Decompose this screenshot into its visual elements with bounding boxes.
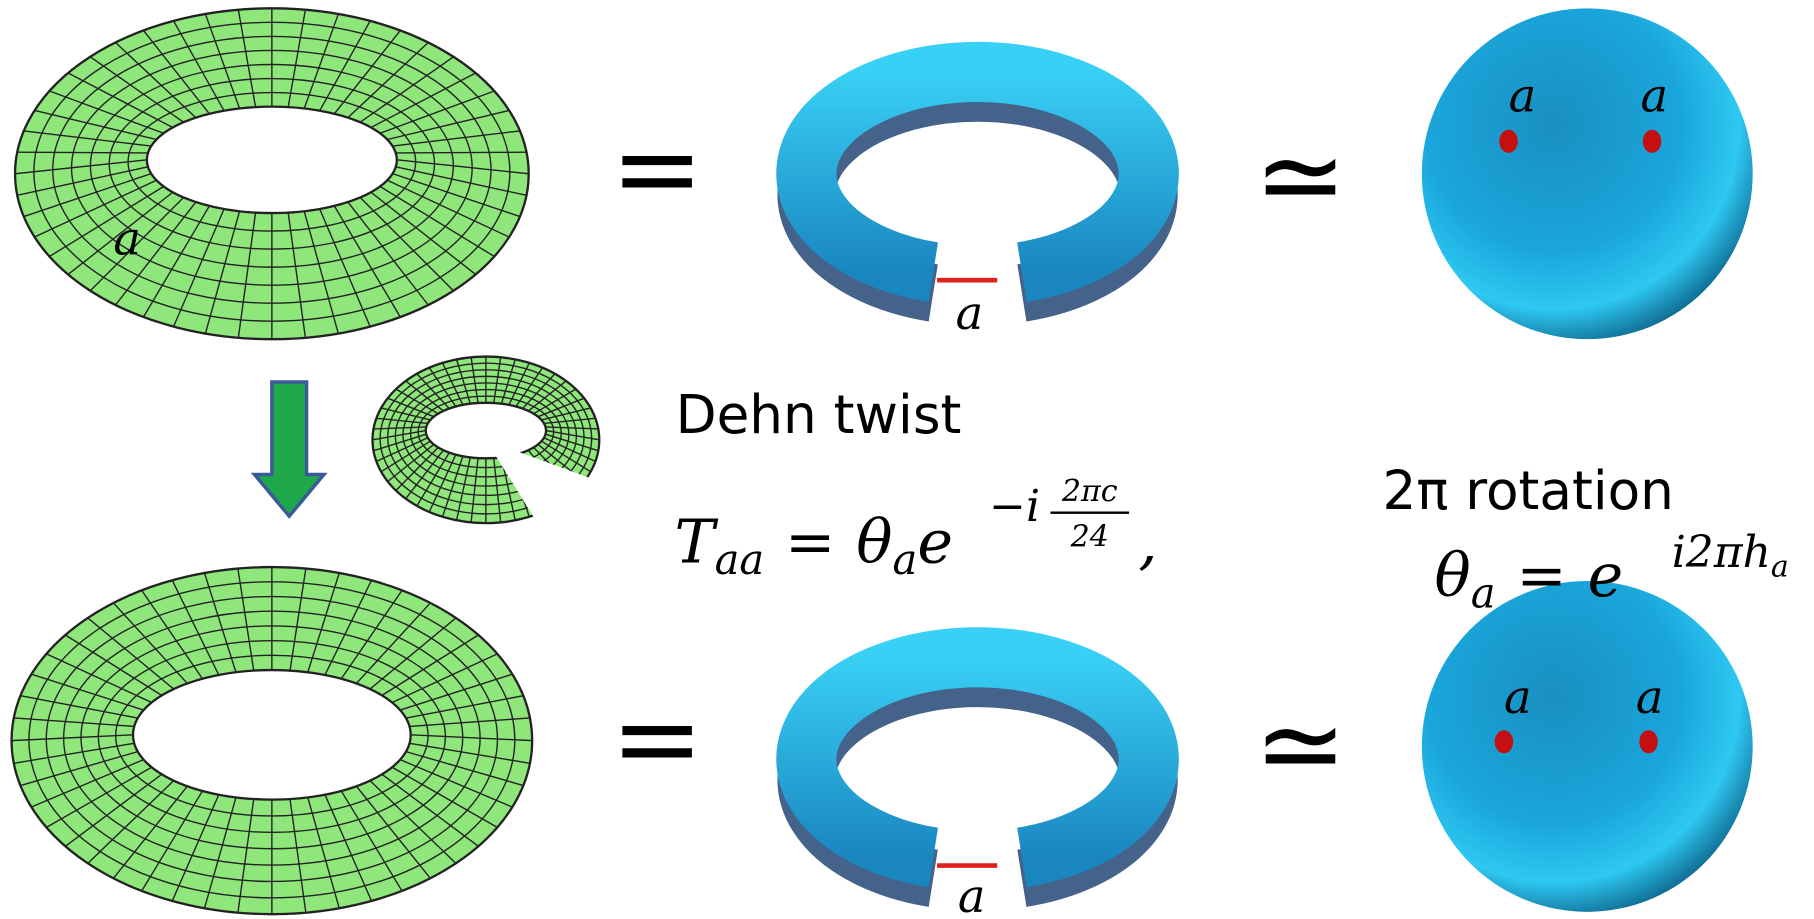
sphere — [1422, 8, 1753, 339]
similar: ≃ — [1254, 111, 1347, 240]
similar: ≃ — [1254, 680, 1347, 809]
exponent-base: i2πh — [1672, 527, 1771, 578]
torus-grid — [17, 152, 148, 153]
torus-grid — [396, 152, 527, 153]
puncture — [1643, 130, 1662, 153]
dehn-title: Dehn twist — [676, 384, 962, 446]
puncture — [1495, 730, 1514, 753]
exponent-subscript: a — [1771, 549, 1789, 584]
equals: = — [1516, 541, 1566, 611]
numerator: 2πc — [1061, 474, 1118, 509]
puncture — [1499, 130, 1518, 153]
exponent: i2πha — [1672, 527, 1789, 584]
subscript: a — [893, 535, 918, 584]
torus-hole — [147, 107, 397, 213]
base: e — [917, 507, 953, 577]
sphere-label: a — [1504, 670, 1532, 724]
ribbon-label: a — [956, 286, 984, 340]
theta: θ — [1435, 541, 1471, 611]
ribbon-top — [806, 657, 1148, 857]
exponent: −i — [989, 481, 1040, 532]
sphere — [1422, 581, 1753, 912]
denominator: 24 — [1070, 519, 1109, 554]
symbol: T — [674, 507, 718, 577]
figure: a = a ≃ a a = a ≃ a a Dehn twist Taa=θae… — [0, 0, 1814, 919]
equals: = — [611, 104, 704, 233]
torus-hole — [426, 403, 546, 459]
puncture — [1639, 730, 1658, 753]
torus-hole — [133, 670, 411, 800]
ribbon-label: a — [958, 869, 986, 919]
down-arrow — [255, 382, 324, 516]
torus-label: a — [113, 212, 141, 266]
rotation-title: 2π rotation — [1382, 460, 1673, 522]
sphere-label: a — [1640, 68, 1668, 122]
ribbon-top — [806, 72, 1148, 272]
subscript: aa — [715, 535, 765, 584]
equals: = — [611, 675, 704, 804]
comma: , — [1138, 507, 1157, 577]
rotation-formula: θa = e — [1435, 541, 1624, 618]
equals: = — [785, 507, 835, 577]
dehn-formula: Taa = θae — [674, 507, 952, 584]
torus — [12, 567, 533, 914]
torus — [373, 357, 611, 532]
torus — [15, 8, 529, 339]
sphere-label: a — [1509, 68, 1537, 122]
theta: θ — [856, 507, 892, 577]
page: a = a ≃ a a = a ≃ a a Dehn twist Taa=θae… — [0, 0, 1814, 919]
sphere-label: a — [1636, 670, 1664, 724]
base: e — [1588, 541, 1624, 611]
subscript: a — [1471, 569, 1496, 618]
